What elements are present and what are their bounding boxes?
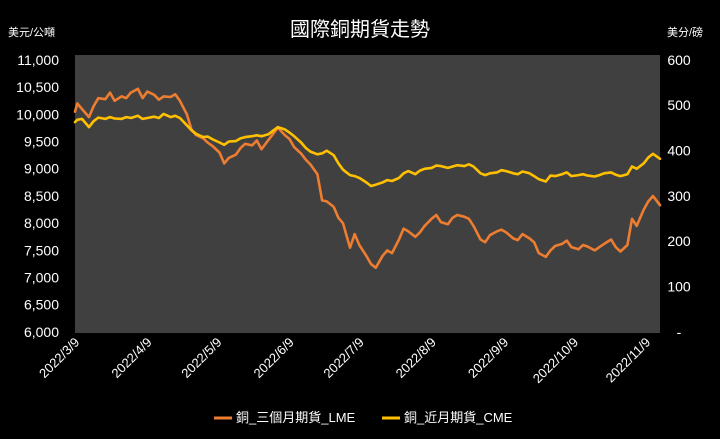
y-left-tick-label: 10,500 (16, 79, 59, 95)
legend-item-lme: 銅_三個月期貨_LME (214, 410, 356, 425)
y-right-axis: 600 500 400 300 200 100 - (667, 52, 691, 340)
y-left-tick-label: 8,000 (24, 215, 59, 231)
chart-title: 國際銅期貨走勢 (290, 18, 430, 41)
series-line-lme (73, 87, 662, 270)
plot-area (75, 55, 660, 333)
y-left-tick-label: 11,000 (17, 52, 59, 68)
y-left-tick-label: 9,500 (24, 134, 59, 150)
series-line-cme (73, 112, 662, 188)
y-right-unit-label: 美分/磅 (667, 25, 703, 39)
legend-label-cme: 銅_近月期貨_CME (404, 410, 513, 425)
y-left-tick-label: 6,000 (24, 324, 59, 340)
y-left-axis: 11,000 10,500 10,000 9,500 9,000 8,500 8,000 7,… (16, 52, 59, 340)
y-right-tick-label: 300 (667, 188, 691, 204)
y-left-unit-label: 美元/公噸 (8, 25, 55, 39)
y-right-tick-label: - (677, 324, 682, 340)
legend-item-cme: 銅_近月期貨_CME (382, 410, 513, 425)
legend: 銅_三個月期貨_LME 銅_近月期貨_CME (214, 410, 513, 425)
y-left-tick-label: 6,500 (24, 297, 59, 313)
y-left-tick-label: 10,000 (16, 106, 59, 122)
y-right-tick-label: 200 (667, 233, 691, 249)
y-left-tick-label: 8,500 (24, 188, 59, 204)
y-right-tick-label: 100 (667, 279, 691, 295)
y-left-tick-label: 9,000 (24, 161, 59, 177)
y-left-tick-label: 7,000 (24, 270, 59, 286)
legend-label-lme: 銅_三個月期貨_LME (236, 410, 356, 425)
series-layer (73, 87, 662, 270)
y-right-tick-label: 500 (667, 97, 691, 113)
y-right-tick-label: 600 (667, 52, 691, 68)
y-left-tick-label: 7,500 (24, 242, 59, 258)
y-right-tick-label: 400 (667, 143, 691, 159)
